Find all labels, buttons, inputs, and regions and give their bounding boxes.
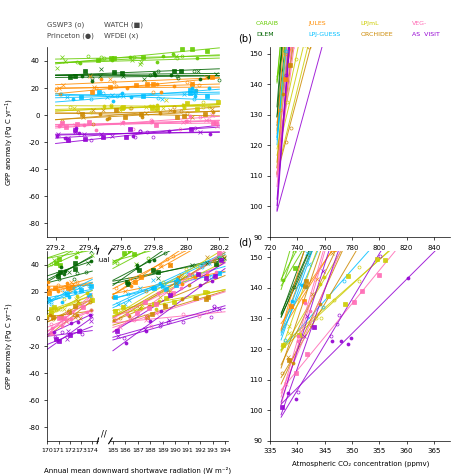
- Text: Annual mean downward shortwave radiation (W m⁻²): Annual mean downward shortwave radiation…: [44, 467, 231, 474]
- X-axis label: Annual mean temperature (K): Annual mean temperature (K): [85, 256, 190, 263]
- Text: Princeton (●): Princeton (●): [47, 32, 94, 39]
- Text: LPJmL: LPJmL: [360, 21, 379, 27]
- Text: JULES: JULES: [308, 21, 326, 27]
- Text: ORCHIDEE: ORCHIDEE: [360, 32, 393, 37]
- Text: AS  VISIT: AS VISIT: [412, 32, 440, 37]
- Text: LPJ-GUESS: LPJ-GUESS: [308, 32, 340, 37]
- X-axis label: Annual precipitation (kg H₂O m⁻² yr⁻¹): Annual precipitation (kg H₂O m⁻² yr⁻¹): [293, 256, 428, 264]
- Text: //: //: [101, 429, 107, 438]
- Text: CARAIB: CARAIB: [256, 21, 279, 27]
- Text: (d): (d): [238, 237, 252, 247]
- Text: GSWP3 (o): GSWP3 (o): [47, 21, 85, 28]
- Text: (b): (b): [238, 34, 252, 44]
- Text: VEG-: VEG-: [412, 21, 428, 27]
- Text: DLEM: DLEM: [256, 32, 273, 37]
- Text: GPP anomaly (Pg C yr$^{-1}$): GPP anomaly (Pg C yr$^{-1}$): [3, 302, 16, 390]
- X-axis label: Atmospheric CO₂ concentration (ppmv): Atmospheric CO₂ concentration (ppmv): [292, 460, 429, 466]
- Text: GPP anomaly (Pg C yr$^{-1}$): GPP anomaly (Pg C yr$^{-1}$): [3, 98, 16, 186]
- Text: WATCH (■): WATCH (■): [104, 21, 143, 28]
- Text: WFDEI (x): WFDEI (x): [104, 32, 139, 39]
